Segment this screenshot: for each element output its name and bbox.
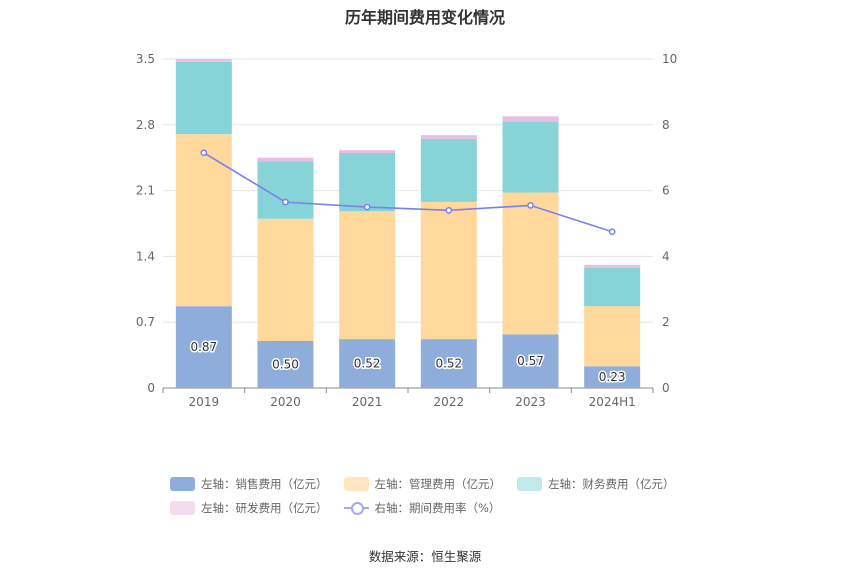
bar-segment [502,192,559,335]
y-left-tick-label: 0.7 [136,315,155,329]
bar-segment [584,366,641,388]
line-point [527,202,534,209]
bar-segment [339,211,396,340]
bar-segment [502,116,559,122]
legend-item-expense-rate[interactable]: 右轴：期间费用率（%） [343,500,501,516]
y-right-tick-label: 8 [662,118,670,132]
legend-label-admin: 左轴：管理费用（亿元） [374,477,502,491]
legend-label-finance: 左轴：财务费用（亿元） [548,477,675,491]
legend-item-admin[interactable]: 左轴：管理费用（亿元） [343,476,502,492]
x-tick-label: 2020 [270,395,301,409]
chart-title: 历年期间费用变化情况 [344,8,505,27]
legend-item-sales[interactable]: 左轴：销售费用（亿元） [170,476,328,492]
legend-row-1: 左轴：销售费用（亿元） 左轴：管理费用（亿元） 左轴：财务费用（亿元） [170,472,710,496]
y-right-tick-label: 2 [662,315,670,329]
bar-data-label: 0.87 [190,340,217,354]
legend-swatch-admin [343,477,369,491]
bar-segment [502,121,559,193]
bar-segment [257,218,314,341]
line-point [445,206,453,214]
line-point [363,203,371,211]
y-right-tick-label: 4 [662,249,670,263]
bar-segment [257,341,314,388]
y-left-tick-label: 1.4 [136,249,155,263]
x-tick-label: 2023 [515,395,546,409]
y-right-tick-label: 10 [662,52,677,66]
line-point [608,228,616,236]
legend-label-expense-rate: 右轴：期间费用率（%） [374,501,501,515]
x-tick-label: 2021 [352,395,383,409]
legend-swatch-expense-rate [343,501,369,515]
y-left-tick-label: 0 [147,381,155,395]
bar-segment [584,264,641,268]
y-left-tick-label: 2.1 [136,184,155,198]
bar-segment [175,59,232,62]
bar-segment [420,201,477,340]
bar-segment [339,339,396,388]
bar-segment [584,306,641,367]
bar-segment [420,138,477,202]
line-series [203,152,613,233]
bar-data-label: 0.52 [354,357,381,371]
legend-row-2: 左轴：研发费用（亿元） 右轴：期间费用率（%） [170,496,710,520]
bar-segment [420,339,477,388]
legend-swatch-sales [170,477,195,491]
x-tick-label: 2019 [189,395,220,409]
x-tick-label: 2022 [434,395,465,409]
bar-segment [175,134,232,307]
bar-data-label: 0.52 [435,357,462,371]
bar-segment [175,306,232,388]
legend-item-finance[interactable]: 左轴：财务费用（亿元） [517,476,675,492]
bar-segment [339,150,396,153]
y-right-tick-label: 6 [662,184,670,198]
bar-segment [502,334,559,388]
bar-data-label: 0.57 [517,354,544,368]
legend-label-rnd: 左轴：研发费用（亿元） [201,501,328,515]
bar-data-label: 0.23 [599,370,626,384]
y-left-tick-label: 2.8 [136,118,155,132]
y-left-tick-label: 3.5 [136,52,155,66]
y-right-tick-label: 0 [662,381,670,395]
bar-segment [175,61,232,135]
line-point [200,149,208,157]
legend: 左轴：销售费用（亿元） 左轴：管理费用（亿元） 左轴：财务费用（亿元） 左轴：研… [170,472,710,520]
bar-segment [257,157,314,162]
data-source: 数据来源：恒生聚源 [368,549,482,564]
legend-label-sales: 左轴：销售费用（亿元） [201,477,328,491]
bar-segment [584,267,641,307]
legend-item-rnd[interactable]: 左轴：研发费用（亿元） [170,500,328,516]
bar-segment [339,153,396,212]
x-tick-label: 2024H1 [589,395,636,409]
bar-segment [420,135,477,139]
line-point [282,198,289,206]
legend-swatch-finance [517,477,542,491]
bar-data-label: 0.50 [272,358,299,372]
legend-swatch-rnd [170,501,195,515]
